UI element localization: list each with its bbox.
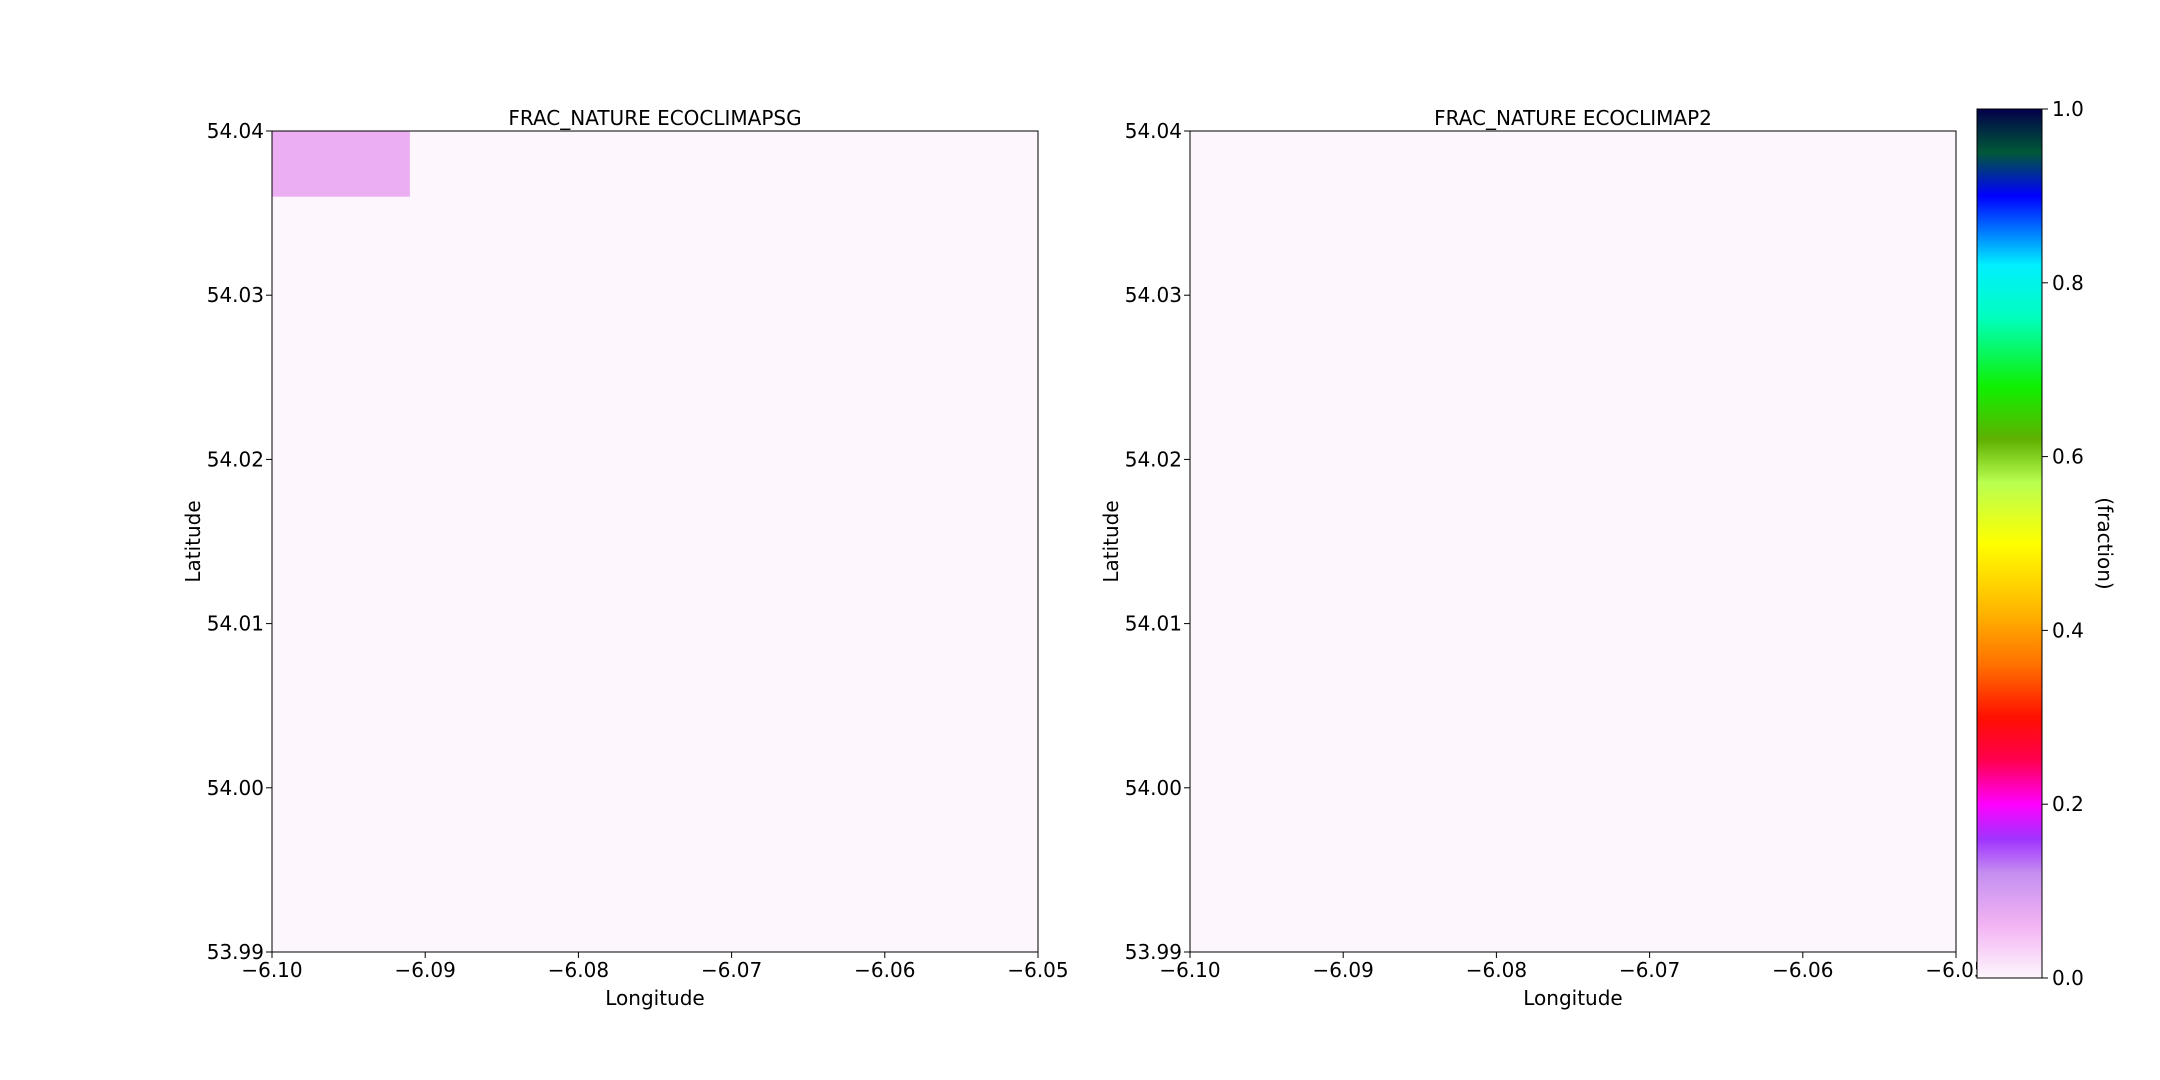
y-tick-label: 54.01	[1125, 612, 1182, 636]
x-tick-label: −6.07	[1619, 958, 1680, 982]
x-tick-label: −6.07	[701, 958, 762, 982]
x-tick-label: −6.08	[548, 958, 609, 982]
colorbar-frame	[1976, 108, 2043, 979]
y-tick-label: 54.02	[1125, 447, 1182, 471]
colorbar-tick-label: 1.0	[2052, 97, 2084, 121]
x-axis-ticks: −6.10 −6.09 −6.08 −6.07 −6.06 −6.05	[1159, 952, 1987, 982]
axes-frame	[1189, 130, 1957, 953]
colorbar: 0.0 0.2 0.4 0.6 0.8 1.0 (fraction)	[1976, 97, 2117, 990]
x-tick-label: −6.10	[241, 958, 302, 982]
x-tick-label: −6.08	[1466, 958, 1527, 982]
y-tick-label: 54.04	[207, 119, 264, 143]
x-axis-label: Longitude	[1523, 986, 1622, 1010]
y-axis-ticks: 53.99 54.00 54.01 54.02 54.03 54.04	[1125, 119, 1190, 964]
x-tick-label: −6.09	[395, 958, 456, 982]
y-tick-label: 53.99	[207, 940, 264, 964]
x-tick-label: −6.05	[1925, 958, 1986, 982]
x-tick-label: −6.09	[1313, 958, 1374, 982]
colorbar-tick-label: 0.6	[2052, 445, 2084, 469]
panel-ecoclimap2: FRAC_NATURE ECOCLIMAP2 −6.10 −6.09 −6.08 −6…	[1099, 106, 1987, 1010]
axes-frame	[271, 130, 1039, 953]
y-tick-label: 54.03	[1125, 283, 1182, 307]
y-axis-label: Latitude	[181, 500, 205, 582]
x-tick-label: −6.06	[1772, 958, 1833, 982]
data-cells	[272, 131, 410, 197]
y-tick-label: 54.03	[207, 283, 264, 307]
colorbar-ticks: 0.0 0.2 0.4 0.6 0.8 1.0	[2042, 97, 2084, 990]
y-axis-ticks: 53.99 54.00 54.01 54.02 54.03 54.04	[207, 119, 272, 964]
x-axis-ticks: −6.10 −6.09 −6.08 −6.07 −6.06 −6.05	[241, 952, 1069, 982]
panel-ecoclimapsg: FRAC_NATURE ECOCLIMAPSG −6.10 −6.09 −6.08−…	[181, 106, 1069, 1010]
data-cell	[272, 131, 410, 197]
plot-title: FRAC_NATURE ECOCLIMAPSG	[508, 106, 801, 130]
plot-title: FRAC_NATURE ECOCLIMAP2	[1434, 106, 1712, 130]
plot-area	[1190, 131, 1956, 952]
colorbar-gradient	[1977, 109, 2042, 978]
x-axis-label: Longitude	[605, 986, 704, 1010]
y-axis-label: Latitude	[1099, 500, 1123, 582]
y-tick-label: 54.00	[1125, 776, 1182, 800]
y-tick-label: 54.00	[207, 776, 264, 800]
colorbar-tick-label: 0.0	[2052, 966, 2084, 990]
colorbar-tick-label: 0.8	[2052, 271, 2084, 295]
y-tick-label: 54.04	[1125, 119, 1182, 143]
colorbar-tick-label: 0.2	[2052, 792, 2084, 816]
y-tick-label: 54.01	[207, 612, 264, 636]
plot-area	[272, 131, 1038, 952]
x-tick-label: −6.05	[1007, 958, 1068, 982]
x-tick-label: −6.06	[854, 958, 915, 982]
y-tick-label: 53.99	[1125, 940, 1182, 964]
colorbar-tick-label: 0.4	[2052, 618, 2084, 642]
x-tick-label: −6.10	[1159, 958, 1220, 982]
colorbar-label: (fraction)	[2093, 497, 2117, 589]
y-tick-label: 54.02	[207, 447, 264, 471]
